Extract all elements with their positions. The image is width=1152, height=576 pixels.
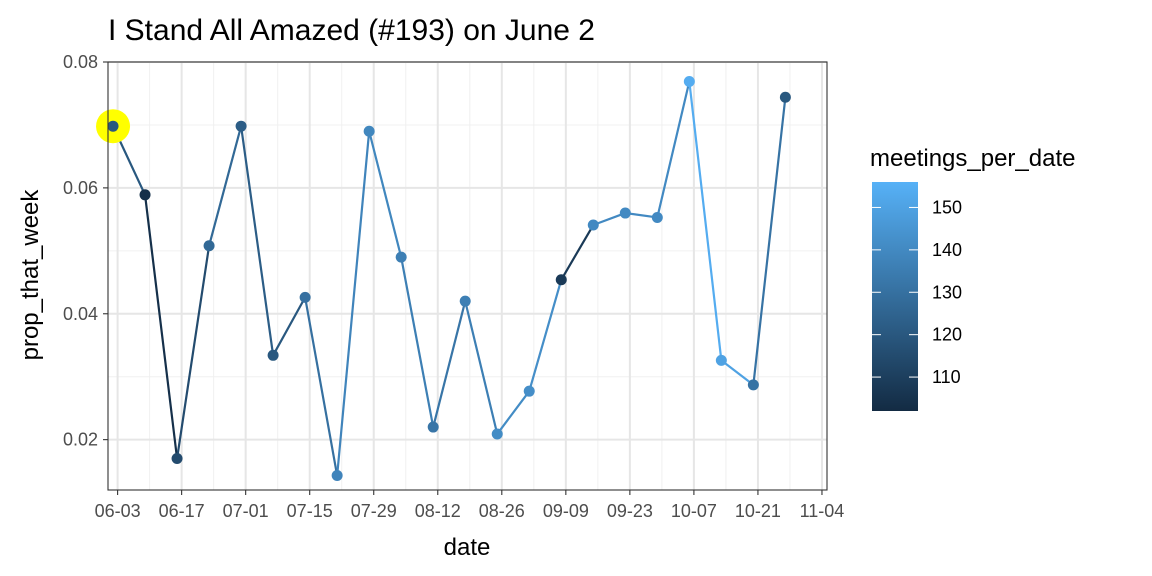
data-point <box>203 240 215 252</box>
x-tick-label: 06-17 <box>159 501 205 521</box>
panel-background <box>108 62 827 490</box>
line-segment <box>560 223 595 281</box>
x-tick-label: 06-03 <box>95 501 141 521</box>
data-point <box>267 349 279 361</box>
data-point <box>235 120 247 132</box>
data-point <box>107 120 119 132</box>
legend-colorbar <box>872 182 918 411</box>
data-point <box>715 354 727 366</box>
x-tick-label: 08-26 <box>479 501 525 521</box>
data-point <box>491 428 503 440</box>
line-segment <box>175 244 211 460</box>
data-point <box>587 219 599 231</box>
line-segment <box>656 80 691 219</box>
y-tick-label: 0.04 <box>63 304 98 324</box>
line-segment <box>688 80 723 362</box>
x-tick-label: 09-23 <box>607 501 653 521</box>
data-point <box>331 470 343 482</box>
line-segment <box>400 256 435 429</box>
data-point <box>683 76 695 88</box>
plot-panel <box>96 61 828 491</box>
data-point <box>459 295 471 307</box>
data-point <box>747 379 759 391</box>
line-segment <box>528 278 563 393</box>
y-axis: 0.02 0.04 0.06 0.08 <box>63 52 108 450</box>
y-tick-label: 0.02 <box>63 430 98 450</box>
x-tick-label: 10-21 <box>735 501 781 521</box>
line-segment <box>143 193 179 460</box>
line-segment <box>368 130 403 259</box>
x-tick-label: 11-04 <box>800 501 845 521</box>
data-points <box>96 76 791 482</box>
line-segment <box>720 359 755 386</box>
legend-tick-label: 140 <box>932 240 962 260</box>
x-tick-label: 07-15 <box>287 501 333 521</box>
data-point <box>395 251 407 263</box>
data-point <box>139 189 151 201</box>
data-point <box>363 125 375 137</box>
legend-tick-label: 110 <box>932 367 961 387</box>
line-segment <box>496 390 531 436</box>
line-segment <box>752 96 787 386</box>
data-point <box>523 385 535 397</box>
x-axis-title: date <box>444 534 491 561</box>
x-tick-label: 07-29 <box>351 501 397 521</box>
line-segment <box>239 125 275 357</box>
line-segment <box>464 300 499 436</box>
x-tick-label: 07-01 <box>223 501 269 521</box>
x-tick-label: 08-12 <box>415 501 461 521</box>
y-tick-label: 0.06 <box>63 178 98 198</box>
line-segment <box>432 300 467 429</box>
data-point <box>619 207 631 219</box>
legend-ticks: 110 120 130 140 150 <box>872 197 962 387</box>
data-point <box>555 274 567 286</box>
x-tick-label: 10-07 <box>671 501 717 521</box>
line-segment <box>592 211 627 227</box>
legend: meetings_per_date 110 120 130 140 150 <box>870 145 1075 411</box>
line-segment <box>207 125 243 247</box>
data-point <box>779 91 791 103</box>
data-point <box>427 421 439 433</box>
x-tick-label: 09-09 <box>543 501 589 521</box>
x-axis: 06-03 06-17 07-01 07-15 07-29 08-12 08-26 09-09… <box>95 490 845 521</box>
panel-border <box>107 61 828 491</box>
line-segment <box>272 296 307 357</box>
legend-tick-label: 130 <box>932 282 962 302</box>
legend-tick-label: 120 <box>932 325 962 345</box>
line-segment <box>304 296 339 477</box>
data-point <box>299 291 311 303</box>
chart-title: I Stand All Amazed (#193) on June 2 <box>108 14 595 47</box>
data-point <box>651 211 663 223</box>
data-point <box>171 453 183 465</box>
y-tick-label: 0.08 <box>63 52 98 72</box>
legend-title: meetings_per_date <box>870 145 1075 172</box>
legend-tick-label: 150 <box>932 197 962 217</box>
line-segment <box>336 130 371 477</box>
y-axis-title: prop_that_week <box>17 189 44 361</box>
